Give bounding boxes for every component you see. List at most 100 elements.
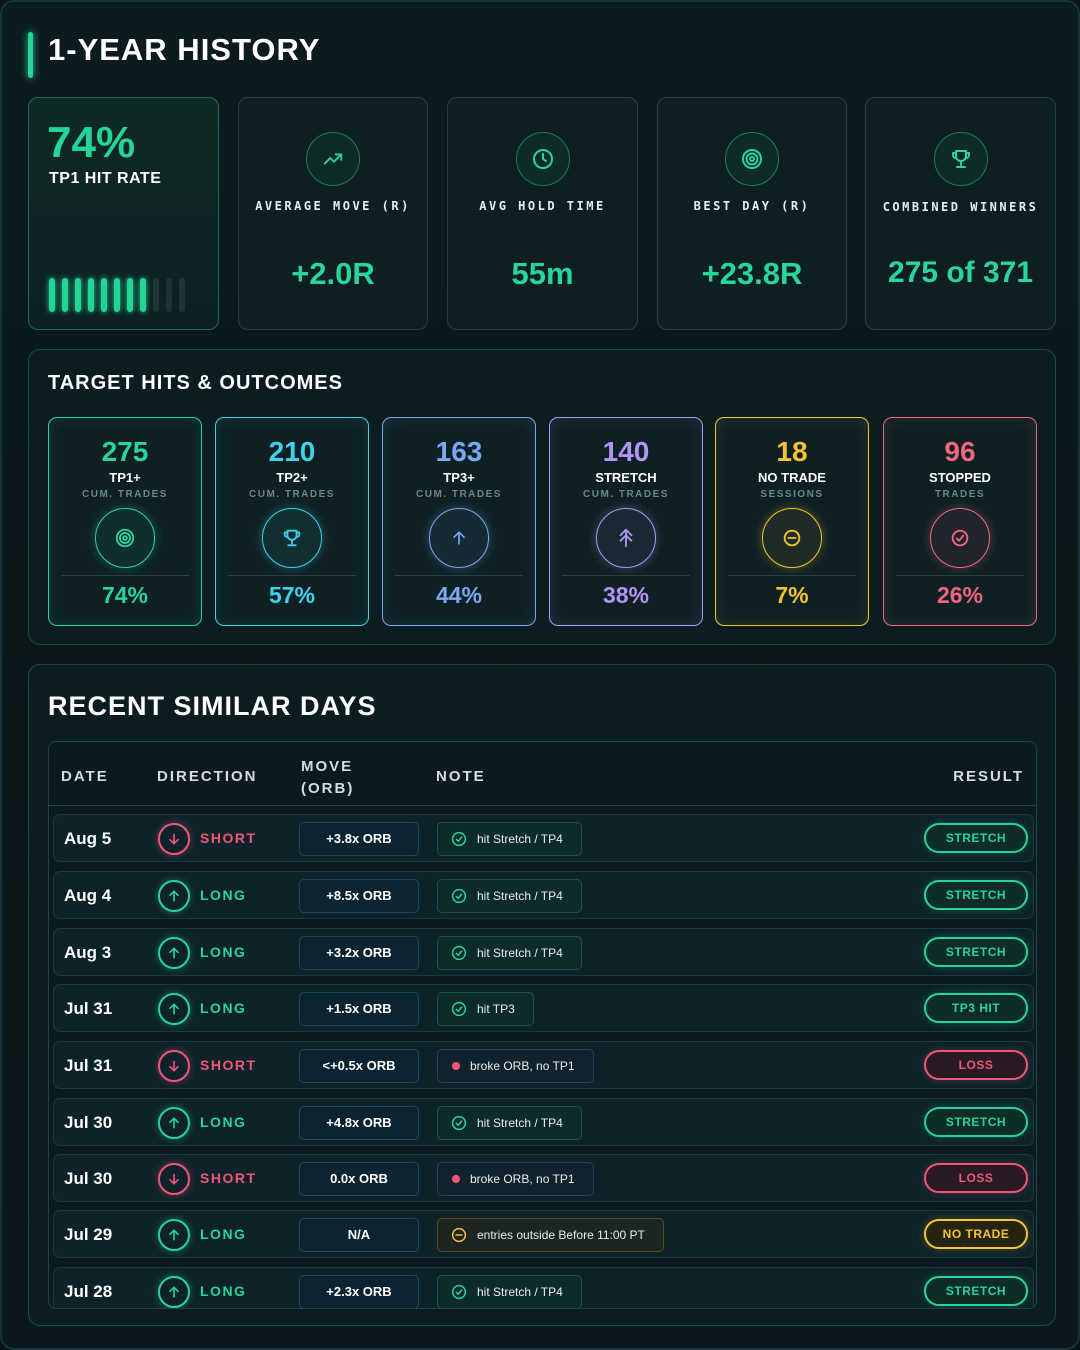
target-pct: 26%: [936, 582, 984, 608]
divider: [228, 575, 356, 576]
row-note: hit TP3: [437, 992, 534, 1026]
hit-rate-bar: [153, 278, 159, 312]
target-count: 96: [944, 436, 976, 467]
hit-rate-bars: [49, 278, 185, 312]
row-date: Aug 3: [64, 943, 112, 962]
target-name: NO TRADE: [758, 470, 826, 485]
row-result-badge: STRETCH: [924, 823, 1028, 853]
row-note: hit Stretch / TP4: [437, 822, 582, 856]
divider: [896, 575, 1024, 576]
target-count: 275: [101, 436, 149, 467]
row-note-text: hit Stretch / TP4: [477, 1285, 563, 1299]
target-name: STOPPED: [929, 470, 991, 485]
target-count: 163: [435, 436, 483, 467]
row-move-badge: +3.8x ORB: [299, 822, 419, 856]
row-date: Jul 30: [64, 1169, 113, 1188]
row-note: broke ORB, no TP1: [437, 1162, 594, 1196]
check-circle-icon: [930, 508, 990, 568]
title-accent-bar: [28, 32, 33, 78]
target-hits-panel: TARGET HITS & OUTCOMES 275 TP1+ CUM. TRA…: [28, 349, 1056, 645]
status-dot-icon: [452, 1062, 460, 1070]
row-move-badge: +8.5x ORB: [299, 879, 419, 913]
minus-circle-icon: [762, 508, 822, 568]
row-note-text: broke ORB, no TP1: [470, 1172, 575, 1186]
table-row[interactable]: Aug 3 LONG +3.2x ORB hit Stretch / TP4 STRET…: [53, 928, 1034, 976]
table-row[interactable]: Jul 28 LONG +2.3x ORB hit Stretch / TP4 STRE…: [53, 1267, 1034, 1308]
divider: [562, 575, 690, 576]
clock-icon: [515, 132, 570, 186]
table-row[interactable]: Jul 30 SHORT 0.0x ORB broke ORB, no TP1 LOSS: [53, 1154, 1034, 1202]
hit-rate-bar: [101, 278, 107, 312]
hit-rate-bar: [179, 278, 185, 312]
row-note: broke ORB, no TP1: [437, 1049, 594, 1083]
target-name: TP1+: [109, 470, 141, 485]
hit-rate-value: 74%: [47, 118, 136, 167]
row-note: hit Stretch / TP4: [437, 1106, 582, 1140]
stat-value: 275 of 371: [887, 256, 1034, 289]
table-row[interactable]: Jul 31 LONG +1.5x ORB hit TP3 TP3 HIT: [53, 984, 1034, 1032]
row-note-text: hit Stretch / TP4: [477, 1116, 563, 1130]
hit-rate-bar: [140, 278, 146, 312]
arrow-up-icon: [158, 1107, 190, 1139]
row-move-badge: +3.2x ORB: [299, 936, 419, 970]
target-icon: [95, 508, 155, 568]
row-direction: LONG: [200, 944, 247, 960]
table-row[interactable]: Jul 30 LONG +4.8x ORB hit Stretch / TP4 STRE…: [53, 1098, 1034, 1146]
trend-up-icon: [306, 132, 360, 186]
column-header-direction: DIRECTION: [157, 768, 258, 785]
target-pct: 74%: [101, 582, 149, 608]
divider: [728, 575, 856, 576]
stat-card-avg-hold-time: AVG HOLD TIME 55m: [447, 97, 638, 330]
column-header-move: MOVE (ORB): [301, 758, 355, 797]
column-header-note: NOTE: [436, 768, 486, 785]
table-row[interactable]: Aug 5 SHORT +3.8x ORB hit Stretch / TP4 STRE…: [53, 814, 1034, 862]
row-date: Jul 31: [64, 999, 113, 1018]
arrow-up-icon: [158, 993, 190, 1025]
hit-rate-bar: [49, 278, 55, 312]
check-circle-icon: [450, 1283, 468, 1301]
status-dot-icon: [452, 1175, 460, 1183]
row-result-badge: STRETCH: [924, 1107, 1028, 1137]
row-move-badge: +1.5x ORB: [299, 992, 419, 1026]
row-note-text: entries outside Before 11:00 PT: [477, 1228, 645, 1242]
target-count: 18: [776, 436, 808, 467]
row-direction: SHORT: [200, 1170, 257, 1186]
row-date: Jul 29: [64, 1225, 113, 1244]
row-result-badge: STRETCH: [924, 1276, 1028, 1306]
row-note: hit Stretch / TP4: [437, 879, 582, 913]
row-date: Aug 4: [64, 886, 112, 905]
check-circle-icon: [450, 944, 468, 962]
target-pct: 57%: [268, 582, 316, 608]
row-direction: LONG: [200, 887, 247, 903]
target-name: TP2+: [276, 470, 308, 485]
row-date: Jul 31: [64, 1056, 113, 1075]
stat-card-average-move: AVERAGE MOVE (R) +2.0R: [238, 97, 428, 330]
page-title: 1-YEAR HISTORY: [48, 32, 321, 67]
target-card-no-trade: 18 NO TRADE SESSIONS 7%: [715, 417, 869, 626]
check-circle-icon: [450, 1000, 468, 1018]
row-direction: SHORT: [200, 830, 257, 846]
table-row[interactable]: Jul 31 SHORT <+0.5x ORB broke ORB, no TP1 LO…: [53, 1041, 1034, 1089]
row-direction: SHORT: [200, 1057, 257, 1073]
target-card-stretch: 140 STRETCH CUM. TRADES 38%: [549, 417, 703, 626]
divider: [395, 575, 523, 576]
target-count: 140: [602, 436, 650, 467]
row-note-text: hit TP3: [477, 1002, 515, 1016]
hit-rate-bar: [114, 278, 120, 312]
table-row[interactable]: Jul 29 LONG N/A entries outside Before 11:0…: [53, 1210, 1034, 1258]
stat-value: +23.8R: [701, 256, 803, 291]
target-card-tp1: 275 TP1+ CUM. TRADES 74%: [48, 417, 202, 626]
target-pct: 7%: [775, 582, 809, 608]
stat-label: AVG HOLD TIME: [479, 199, 606, 213]
row-result-badge: NO TRADE: [924, 1219, 1028, 1249]
arrow-down-icon: [158, 823, 190, 855]
hit-rate-bar: [88, 278, 94, 312]
row-date: Jul 28: [64, 1282, 113, 1301]
hit-rate-label: TP1 HIT RATE: [49, 170, 162, 187]
table-row[interactable]: Aug 4 LONG +8.5x ORB hit Stretch / TP4 STRET…: [53, 871, 1034, 919]
row-note-text: hit Stretch / TP4: [477, 889, 563, 903]
stat-label: AVERAGE MOVE (R): [255, 199, 411, 213]
stat-card-combined-winners: COMBINED WINNERS 275 of 371: [865, 97, 1056, 330]
stat-card-best-day: BEST DAY (R) +23.8R: [657, 97, 847, 330]
arrow-up-icon: [158, 937, 190, 969]
